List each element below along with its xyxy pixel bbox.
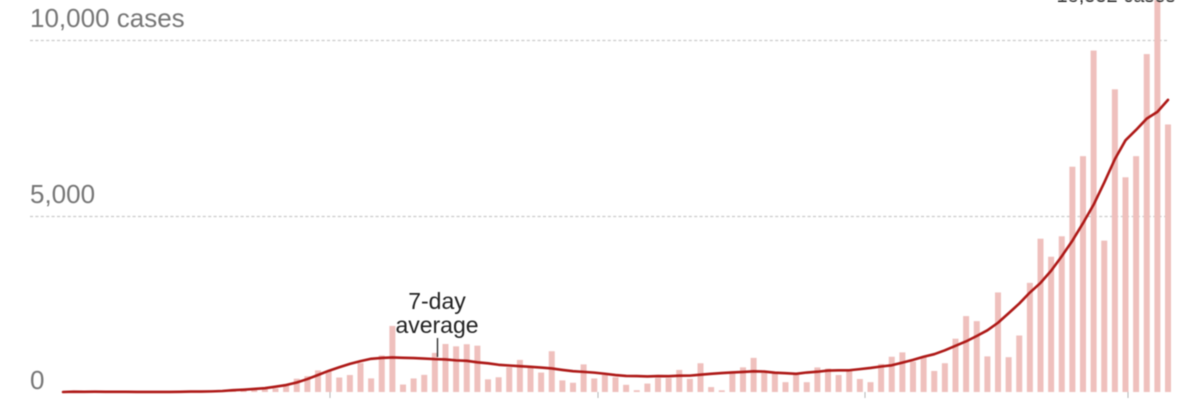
svg-text:0: 0 (30, 365, 44, 395)
svg-text:5,000: 5,000 (30, 179, 95, 209)
svg-text:10,000 cases: 10,000 cases (30, 3, 185, 33)
svg-text:average: average (395, 312, 478, 338)
svg-text:18,332 cases: 18,332 cases (1057, 0, 1176, 7)
svg-text:7-day: 7-day (408, 288, 466, 314)
